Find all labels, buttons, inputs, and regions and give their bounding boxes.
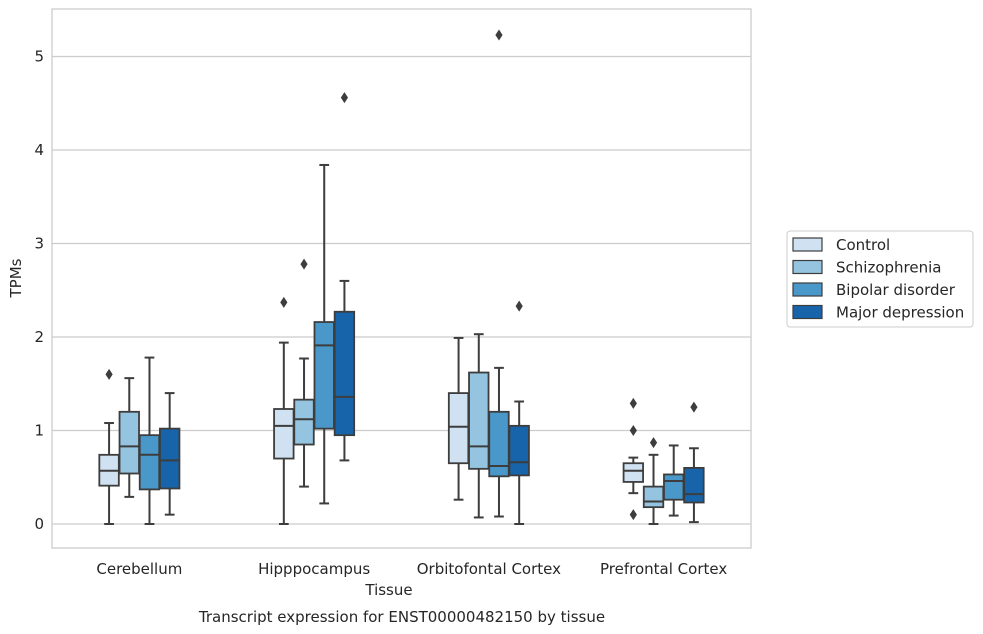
legend-swatch	[792, 304, 823, 320]
x-tick-label: Hipppocampus	[258, 560, 370, 578]
box-iqr	[273, 408, 295, 460]
box-bipolar-disorder	[138, 356, 161, 525]
legend: Control Schizophrenia Bipolar disorder Majo…	[786, 230, 974, 328]
y-axis-ticks: 0 1 2 3 4 5	[34, 48, 44, 534]
outlier-point	[340, 92, 349, 104]
box-iqr	[683, 466, 705, 504]
box-schizophrenia	[293, 258, 315, 488]
outlier-point	[629, 509, 637, 521]
box-iqr	[118, 410, 140, 475]
box-control	[273, 296, 295, 525]
y-tick-label: 5	[34, 48, 44, 66]
legend-label: Control	[836, 236, 890, 254]
box-schizophrenia	[468, 333, 490, 519]
box-schizophrenia	[642, 437, 665, 525]
box-iqr	[663, 473, 685, 501]
legend-swatch	[792, 282, 823, 297]
y-tick-label: 0	[34, 515, 44, 533]
box-major-depression	[508, 300, 530, 525]
box-iqr	[333, 310, 356, 437]
box-iqr	[159, 427, 181, 490]
outlier-point	[105, 368, 113, 380]
legend-label: Major depression	[836, 304, 964, 322]
legend-swatch	[792, 237, 823, 252]
plot-area	[98, 29, 705, 525]
y-tick-label: 1	[34, 422, 44, 440]
plot-frame	[51, 8, 752, 549]
box-control	[447, 336, 470, 501]
outlier-point	[495, 29, 503, 41]
outlier-point	[629, 397, 637, 409]
x-axis-ticks: Cerebellum Hipppocampus Orbitofontal Corte…	[96, 560, 727, 578]
box-iqr	[642, 485, 665, 509]
box-iqr	[622, 462, 644, 483]
outlier-point	[280, 296, 288, 308]
legend-label: Schizophrenia	[836, 259, 941, 277]
box-iqr	[468, 371, 490, 470]
outlier-point	[515, 300, 523, 312]
box-iqr	[313, 321, 335, 430]
box-schizophrenia	[118, 377, 140, 498]
x-axis-title: Tissue	[364, 581, 412, 599]
box-iqr	[293, 398, 315, 446]
outlier-point	[300, 258, 308, 270]
box-iqr	[138, 434, 161, 491]
y-tick-label: 3	[34, 235, 44, 253]
box-iqr	[508, 424, 530, 477]
box-control	[622, 397, 644, 521]
outlier-point	[629, 425, 637, 436]
box-control	[98, 368, 120, 525]
x-tick-label: Orbitofontal Cortex	[417, 560, 561, 578]
legend-frame	[786, 230, 974, 328]
x-tick-label: Cerebellum	[96, 560, 182, 578]
legend-label: Bipolar disorder	[836, 281, 956, 299]
outlier-point	[649, 437, 658, 449]
outlier-point	[690, 401, 698, 413]
box-iqr	[447, 392, 470, 465]
box-bipolar-disorder	[663, 444, 685, 517]
y-tick-label: 4	[34, 141, 44, 159]
box-major-depression	[333, 92, 356, 462]
chart-caption: Transcript expression for ENST0000048215…	[198, 608, 605, 626]
box-bipolar-disorder	[488, 29, 510, 518]
legend-swatch	[792, 259, 823, 275]
y-axis-title: TPMs	[7, 258, 25, 298]
x-tick-label: Prefrontal Cortex	[600, 560, 727, 578]
box-bipolar-disorder	[313, 163, 335, 505]
y-tick-label: 2	[34, 328, 44, 346]
box-major-depression	[683, 401, 705, 524]
box-major-depression	[159, 392, 181, 516]
